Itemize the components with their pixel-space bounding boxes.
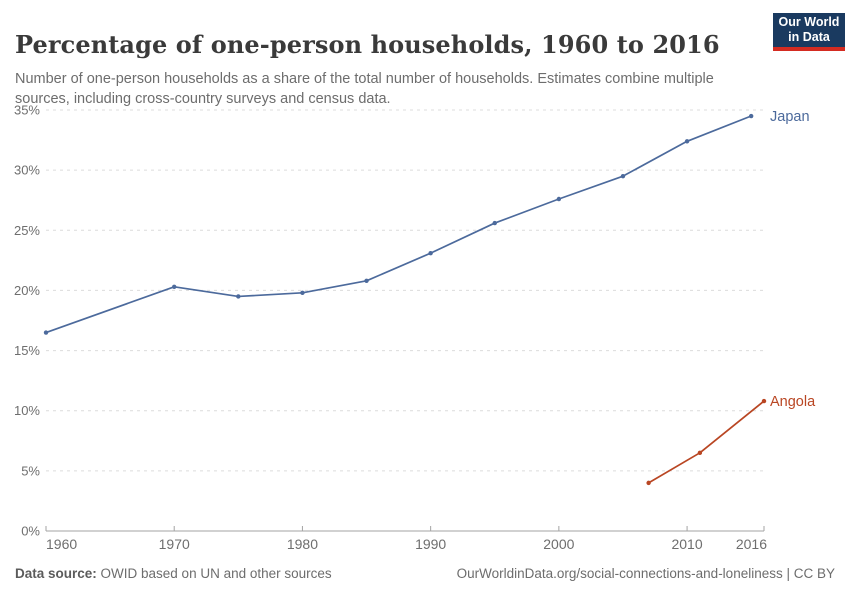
series-point-japan (684, 139, 690, 144)
y-tick-label: 35% (14, 103, 40, 118)
series-point-japan (428, 250, 433, 256)
series-point-japan (300, 290, 305, 296)
series-point-japan (172, 284, 177, 290)
series-label-japan: Japan (770, 109, 810, 125)
y-tick-label: 0% (21, 524, 40, 539)
y-tick-label: 15% (14, 343, 40, 358)
y-tick-label: 30% (14, 163, 40, 178)
owid-logo-line1: Our World (778, 14, 840, 29)
x-tick-label: 2000 (543, 536, 574, 552)
data-source-note: Data source: OWID based on UN and other … (15, 566, 332, 581)
x-tick-label: 2010 (671, 536, 702, 552)
footer-link[interactable]: OurWorldinData.org/social-connections-an… (456, 566, 835, 581)
series-point-japan (492, 220, 497, 226)
series-point-japan (43, 330, 49, 335)
chart-footer: Data source: OWID based on UN and other … (0, 566, 850, 590)
x-tick-label: 1960 (46, 536, 77, 552)
chart-subtitle: Number of one-person households as a sha… (15, 70, 714, 108)
data-source-label: Data source: (15, 566, 97, 581)
page-title: Percentage of one-person households, 196… (15, 30, 720, 60)
series-point-angola (761, 398, 767, 404)
x-tick-label: 1980 (287, 536, 318, 552)
series-label-angola: Angola (770, 394, 816, 410)
series-point-angola (646, 480, 651, 486)
owid-logo-line2: in Data (788, 30, 830, 44)
series-point-japan (620, 173, 626, 179)
y-tick-label: 5% (21, 463, 40, 478)
series-point-angola (697, 450, 703, 456)
owid-logo[interactable]: Our World in Data (773, 13, 845, 51)
data-source-text: OWID based on UN and other sources (96, 566, 332, 581)
series-point-japan (236, 294, 241, 299)
y-tick-label: 20% (14, 283, 40, 298)
x-tick-label: 1990 (415, 536, 446, 552)
y-tick-label: 10% (14, 403, 40, 418)
x-tick-label: 1970 (159, 536, 190, 552)
series-point-japan (364, 278, 369, 284)
y-tick-label: 25% (14, 223, 40, 238)
series-point-japan (748, 113, 754, 119)
series-point-japan (556, 196, 562, 202)
x-tick-label: 2016 (736, 536, 767, 552)
series-line-japan (45, 115, 753, 334)
